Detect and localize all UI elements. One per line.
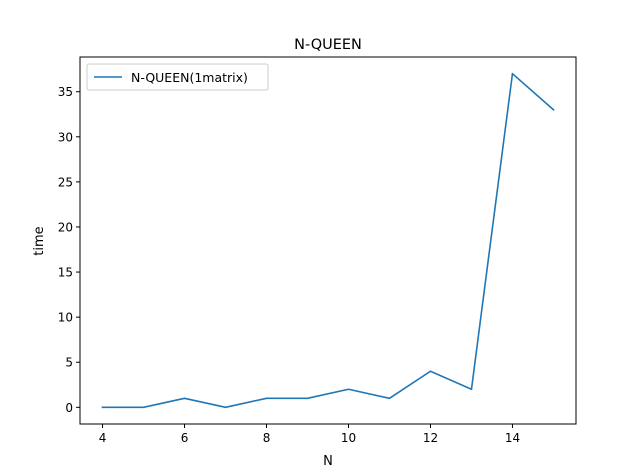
data-point	[347, 388, 350, 391]
x-tick-label: 10	[341, 431, 356, 445]
x-tick-label: 8	[263, 431, 271, 445]
x-axis-label: N	[323, 454, 333, 469]
y-tick-label: 25	[58, 175, 73, 189]
y-tick-label: 0	[65, 401, 73, 415]
data-point	[224, 406, 227, 409]
y-tick-label: 15	[58, 266, 73, 280]
legend: N-QUEEN(1matrix)	[86, 63, 269, 91]
x-tick-label: 12	[423, 431, 438, 445]
data-point	[470, 388, 473, 391]
axes-frame	[79, 56, 577, 425]
data-point	[142, 406, 145, 409]
series-layer	[101, 72, 555, 409]
legend-entry-label: N-QUEEN(1matrix)	[131, 70, 248, 85]
x-tick-label: 6	[181, 431, 189, 445]
data-point	[265, 397, 268, 400]
data-point	[429, 370, 432, 373]
y-axis: 0 5 10 15 20 25 30 35	[58, 85, 80, 415]
y-tick-label: 35	[58, 85, 73, 99]
plot-area	[79, 56, 577, 425]
y-tick-label: 10	[58, 311, 73, 325]
x-tick-label: 4	[99, 431, 107, 445]
series-line	[101, 72, 555, 409]
y-axis-label: time	[32, 226, 47, 255]
y-tick-label: 30	[58, 130, 73, 144]
data-point	[552, 108, 555, 111]
data-point	[388, 397, 391, 400]
y-tick-label: 5	[65, 356, 73, 370]
chart-title: N-QUEEN	[294, 37, 362, 53]
y-tick-label: 20	[58, 220, 73, 234]
data-point	[101, 406, 104, 409]
x-tick-label: 14	[505, 431, 520, 445]
data-point	[183, 397, 186, 400]
data-point	[511, 72, 514, 75]
legend-box	[86, 63, 269, 91]
data-point	[306, 397, 309, 400]
x-axis: 4 6 8 10 12 14	[99, 424, 520, 445]
